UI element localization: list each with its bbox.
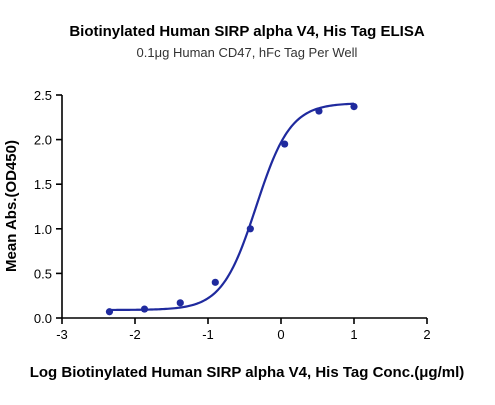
y-axis-label: Mean Abs.(OD450) — [3, 140, 20, 272]
data-point — [315, 107, 323, 115]
y-tick-label: 1.5 — [34, 177, 52, 192]
data-point — [105, 308, 114, 316]
x-tick-label: -1 — [202, 327, 214, 342]
data-point — [350, 102, 358, 111]
y-tick-label: 2.5 — [34, 88, 52, 103]
x-tick-label: -3 — [56, 327, 68, 342]
y-tick-label: 0.0 — [34, 311, 52, 326]
x-tick-label: 1 — [350, 327, 357, 342]
y-tick-label: 2.0 — [34, 133, 52, 148]
x-tick-label: 0 — [277, 327, 284, 342]
x-axis-label: Log Biotinylated Human SIRP alpha V4, Hi… — [30, 364, 465, 381]
axes — [61, 95, 427, 319]
data-point — [211, 278, 219, 286]
data-point — [140, 305, 149, 313]
y-axis-ticks: 0.0 0.5 1.0 1.5 2.0 2.5 — [34, 88, 62, 326]
data-point — [246, 225, 254, 233]
data-points — [105, 102, 358, 316]
x-axis-ticks: -3 -2 -1 0 1 2 — [56, 318, 431, 342]
data-point — [281, 140, 289, 148]
y-tick-label: 1.0 — [34, 222, 52, 237]
y-tick-label: 0.5 — [34, 266, 52, 281]
x-tick-label: -2 — [129, 327, 141, 342]
fit-curve — [109, 102, 355, 312]
chart-title: Biotinylated Human SIRP alpha V4, His Ta… — [69, 23, 425, 40]
chart-subtitle: 0.1μg Human CD47, hFc Tag Per Well — [137, 45, 358, 60]
x-tick-label: 2 — [423, 327, 430, 342]
data-point — [176, 299, 184, 307]
